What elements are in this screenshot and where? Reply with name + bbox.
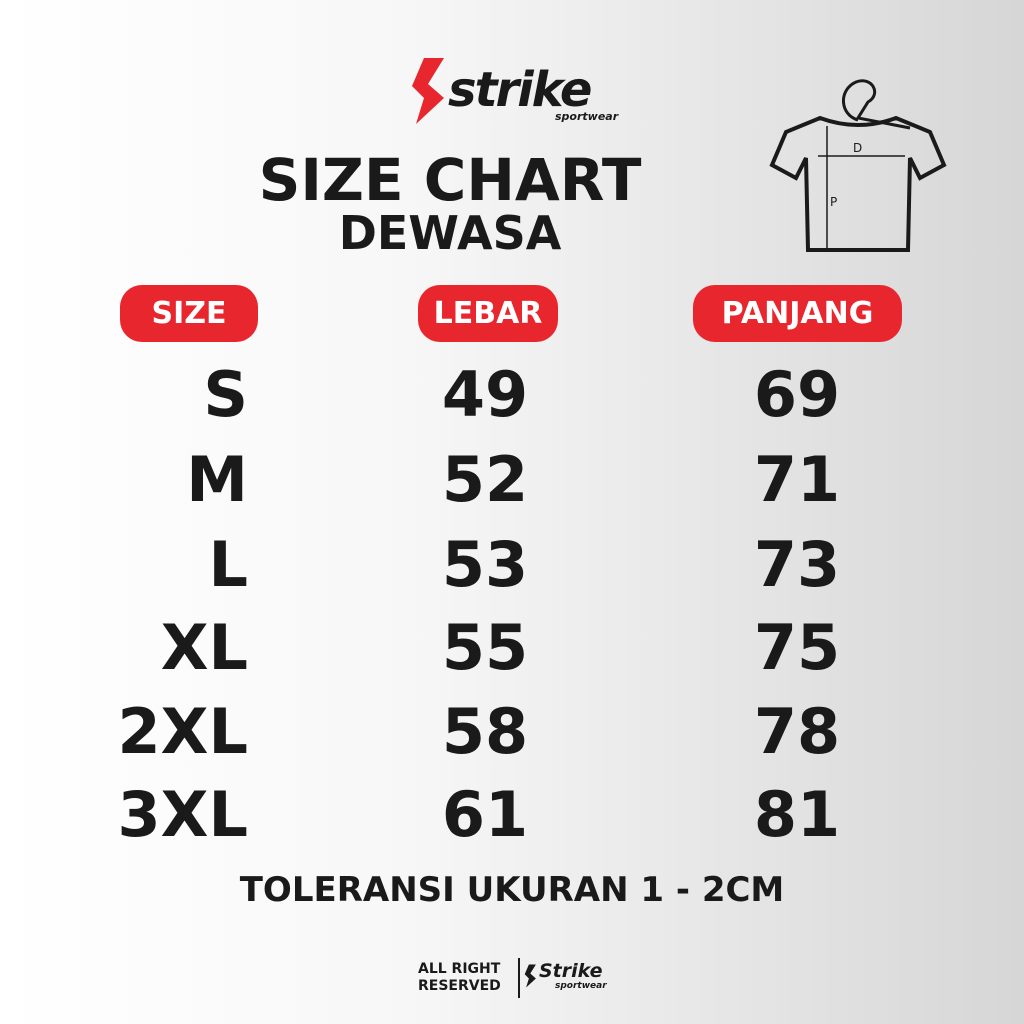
width-cell: 55 — [441, 611, 529, 684]
width-cell: 61 — [441, 778, 529, 851]
width-cell: 49 — [441, 358, 529, 431]
title: SIZE CHART — [258, 146, 642, 214]
size-cell: XL — [160, 611, 248, 684]
footer-brand: Strike — [539, 960, 603, 982]
width-cell: 53 — [441, 528, 529, 601]
subtitle: DEWASA — [338, 206, 562, 260]
logo-name: strike — [448, 62, 592, 118]
rights-line: RESERVED — [418, 978, 501, 994]
divider — [518, 958, 520, 998]
size-cell: S — [203, 358, 248, 431]
length-label: P — [830, 195, 837, 209]
size-cell: 3XL — [117, 778, 248, 851]
width-cell: 52 — [441, 443, 529, 516]
width-label: D — [853, 141, 862, 155]
column-header: PANJANG — [693, 285, 902, 342]
footer-tagline: sportwear — [555, 981, 607, 991]
logo-icon — [412, 58, 444, 124]
rights-line: ALL RIGHT — [418, 961, 501, 977]
tolerance-note: TOLERANSI UKURAN 1 - 2CM — [239, 870, 785, 910]
logo-tagline: sportwear — [555, 110, 619, 123]
shirt-diagram: D P — [769, 79, 947, 252]
size-cell: M — [186, 443, 248, 516]
column-header: SIZE — [120, 285, 258, 342]
length-cell: 71 — [753, 443, 841, 516]
length-cell: 81 — [753, 778, 841, 851]
length-cell: 75 — [753, 611, 841, 684]
footer-logo-icon — [524, 964, 536, 988]
size-cell: L — [208, 528, 248, 601]
size-cell: 2XL — [117, 695, 248, 768]
length-cell: 78 — [753, 695, 841, 768]
rights: ALL RIGHT RESERVED — [418, 961, 501, 995]
column-header: LEBAR — [418, 285, 558, 342]
length-cell: 73 — [753, 528, 841, 601]
width-cell: 58 — [441, 695, 529, 768]
length-cell: 69 — [753, 358, 841, 431]
